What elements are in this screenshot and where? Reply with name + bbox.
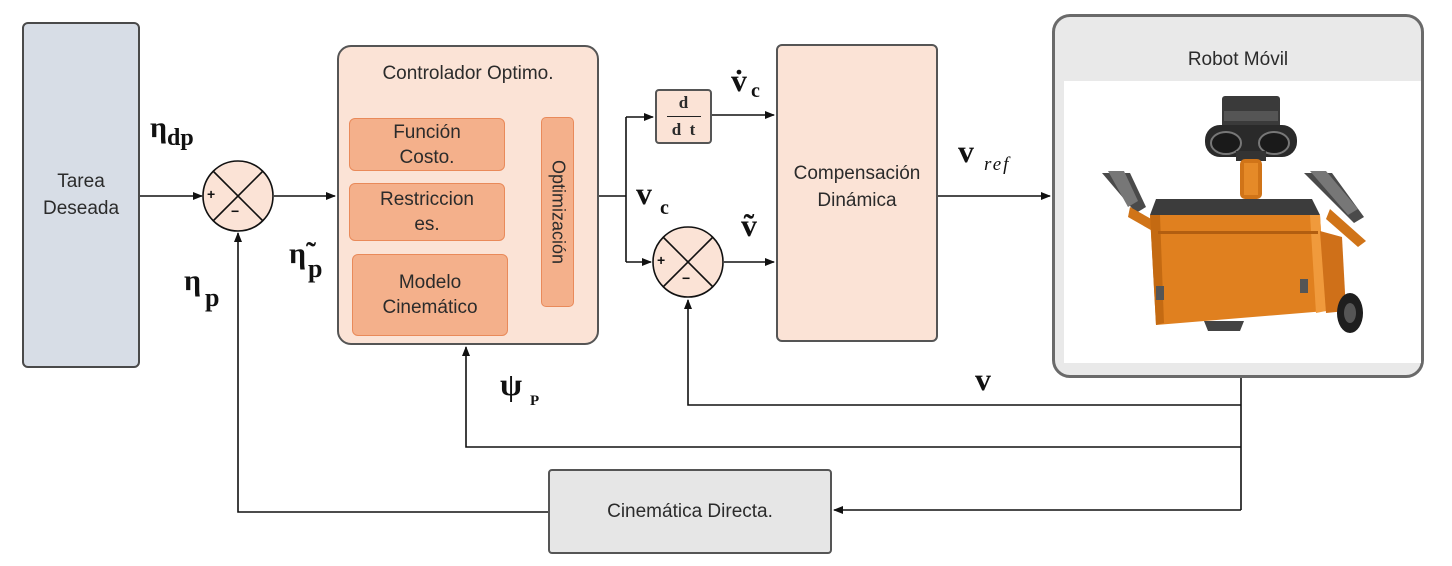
sum1-minus-sign: − xyxy=(231,203,240,219)
model-line2: Cinemático xyxy=(382,297,478,318)
wire-v-feedback xyxy=(684,299,1241,406)
cost-function-block: Función Costo. xyxy=(349,118,505,171)
psi-symbol: ψ xyxy=(500,366,523,402)
robot-title: Robot Móvil xyxy=(1187,49,1289,70)
deriv-numerator: d xyxy=(678,92,689,112)
wire-psi-feedback xyxy=(462,346,1241,448)
vc-subscript: c xyxy=(660,197,669,219)
restr-line1: Restriccion xyxy=(380,189,474,210)
constraints-block: Restriccion es. xyxy=(349,183,505,241)
optimization-block: Optimización xyxy=(541,117,574,307)
sum2-minus-sign: − xyxy=(682,270,691,286)
eta-dp-subscript: dp xyxy=(167,125,194,151)
vc-dot-subscript: c xyxy=(751,80,760,102)
label-eta-p: ηp xyxy=(184,264,220,312)
direct-kinematics-block: Cinemática Directa. xyxy=(548,469,832,554)
label-vref: v ref xyxy=(958,133,1008,175)
vref-subscript: ref xyxy=(984,154,1011,175)
eta-p-subscript: p xyxy=(205,283,220,312)
label-vc-dot: v̇ c xyxy=(731,62,760,102)
eta-tilde-subscript: p xyxy=(308,254,323,283)
vc-symbol: v xyxy=(636,175,652,211)
eta-p-symbol: η xyxy=(184,264,202,297)
summing-junction-2 xyxy=(652,226,724,298)
label-v: v xyxy=(975,361,991,398)
desired-task-block: Tarea Deseada xyxy=(22,22,140,368)
deriv-denominator: d t xyxy=(671,120,696,140)
desired-task-line1: Tarea xyxy=(57,171,105,192)
comp-line2: Dinámica xyxy=(817,190,897,211)
dynamic-compensation-block: Compensación Dinámica xyxy=(776,44,938,342)
vc-dot-symbol: v̇ xyxy=(731,62,747,98)
fraction-line xyxy=(666,115,701,118)
derivative-block: d d t xyxy=(655,89,712,144)
v-symbol: v xyxy=(975,361,991,397)
robot-illustration xyxy=(1102,96,1366,333)
kinematics-label: Cinemática Directa. xyxy=(607,500,773,522)
model-line1: Modelo xyxy=(398,272,462,293)
label-v-tilde: ṽ xyxy=(741,207,757,244)
kinematic-model-block: Modelo Cinemático xyxy=(352,254,508,336)
cost-line2: Costo. xyxy=(399,146,455,168)
controller-title: Controlador Optimo. xyxy=(382,63,554,84)
vref-symbol: v xyxy=(958,133,974,169)
comp-line1: Compensación xyxy=(793,163,921,184)
sum1-plus-sign: + xyxy=(207,186,216,202)
psi-subscript: P xyxy=(530,393,540,409)
restr-line2: es. xyxy=(414,214,440,235)
eta-tilde-symbol: η̃ xyxy=(289,237,307,270)
desired-task-line2: Deseada xyxy=(42,198,120,219)
v-tilde-symbol: ṽ xyxy=(741,207,757,243)
label-eta-dp: ηdp xyxy=(150,111,194,151)
robot-image xyxy=(1064,81,1421,363)
cost-line1: Función xyxy=(393,121,461,143)
summing-junction-1 xyxy=(202,160,274,232)
sum2-plus-sign: + xyxy=(657,252,666,268)
eta-dp-symbol: η xyxy=(150,111,168,144)
label-eta-tilde-p: η̃p xyxy=(289,237,323,283)
wire-eta-p-feedback xyxy=(234,232,548,513)
optimization-label: Optimización xyxy=(548,159,568,265)
